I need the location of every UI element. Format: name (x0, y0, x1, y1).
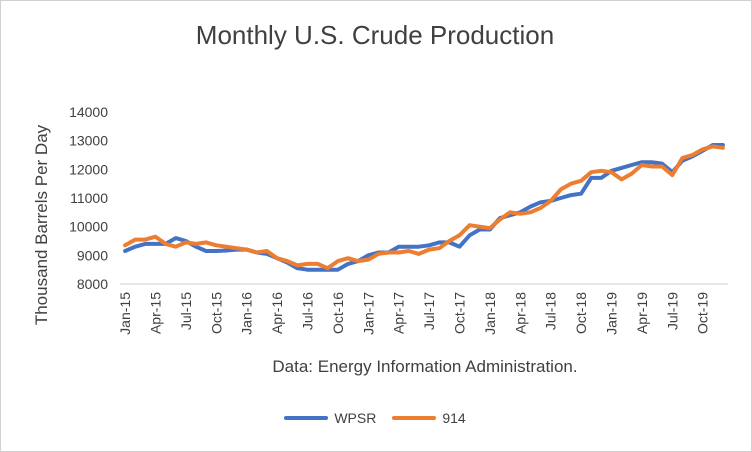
x-tick-label: Oct-17 (451, 292, 467, 334)
legend-swatch-wpsr (284, 416, 329, 420)
legend-label-914: 914 (442, 410, 466, 426)
x-tick-label: Oct-16 (330, 292, 346, 334)
x-tick-label: Jul-15 (178, 292, 194, 330)
x-tick-label: Apr-16 (269, 292, 285, 334)
x-tick-label: Jul-18 (543, 292, 559, 330)
y-tick-label: 11000 (70, 190, 108, 206)
y-tick-label: 12000 (69, 161, 108, 177)
x-tick-label: Jan-17 (360, 292, 376, 335)
y-tick-label: 13000 (69, 133, 108, 149)
x-tick-label: Jul-19 (664, 292, 680, 330)
series-group (123, 143, 725, 272)
x-tick-label: Apr-15 (147, 292, 163, 334)
x-axis-label: Data: Energy Information Administration. (272, 357, 578, 376)
x-tick-label: Jan-18 (482, 292, 498, 335)
legend-label-wpsr: WPSR (334, 410, 377, 426)
x-tick-label: Jan-15 (117, 292, 133, 335)
y-tick-label: 8000 (77, 276, 108, 292)
series-line-wpsr (123, 143, 725, 272)
x-tick-label: Apr-19 (634, 292, 650, 334)
y-tick-label: 14000 (69, 104, 108, 120)
legend-swatch-914 (392, 416, 437, 420)
legend-item-wpsr: WPSR (284, 410, 376, 426)
chart-title: Monthly U.S. Crude Production (195, 20, 555, 50)
x-tick-label: Oct-19 (695, 292, 711, 334)
x-tick-label: Apr-18 (512, 292, 528, 334)
y-tick-label: 10000 (69, 219, 108, 235)
y-tick-label: 9000 (77, 247, 108, 263)
chart-legend: WPSR 914 (0, 410, 750, 426)
x-tick-label: Jul-17 (421, 292, 437, 330)
series-line-914 (123, 144, 725, 271)
legend-item-914: 914 (392, 410, 466, 426)
x-tick-label: Jul-16 (299, 292, 315, 330)
axes-group: 8000 9000 10000 11000 12000 13000 14000 Jan-15 A… (69, 104, 728, 335)
x-tick-label: Apr-17 (391, 292, 407, 334)
x-tick-label: Jan-16 (239, 292, 255, 335)
x-tick-label: Oct-15 (208, 292, 224, 334)
x-tick-label: Jan-19 (603, 292, 619, 335)
x-tick-label: Oct-18 (573, 292, 589, 334)
